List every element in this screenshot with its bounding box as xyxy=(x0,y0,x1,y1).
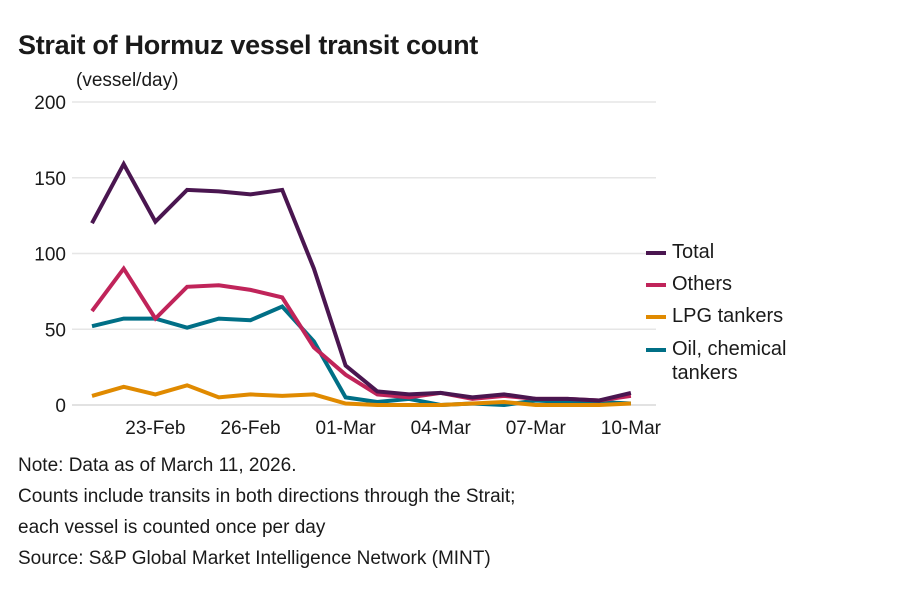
legend-item: Oil, chemical tankers xyxy=(646,337,787,385)
x-tick-label: 04-Mar xyxy=(411,418,472,439)
y-tick-label: 0 xyxy=(55,396,66,417)
x-tick-label: 07-Mar xyxy=(506,418,567,439)
legend-label: Others xyxy=(672,273,733,295)
y-tick-label: 150 xyxy=(34,169,66,190)
y-axis-label: (vessel/day) xyxy=(76,70,179,91)
legend-label: Total xyxy=(672,241,715,263)
y-tick-label: 200 xyxy=(34,93,66,114)
chart-title: Strait of Hormuz vessel transit count xyxy=(18,30,478,60)
x-tick-label: 23-Feb xyxy=(125,418,185,439)
legend-swatch xyxy=(646,348,666,352)
legend-swatch xyxy=(646,251,666,255)
legend-item: LPG tankers xyxy=(646,304,784,328)
x-tick-label: 26-Feb xyxy=(220,418,280,439)
legend-label: tankers xyxy=(672,362,738,384)
legend-swatch xyxy=(646,283,666,287)
legend-label: Oil, chemical xyxy=(672,338,787,360)
legend-swatch xyxy=(646,315,666,319)
series-line-lpg-tankers xyxy=(91,383,631,407)
x-tick-label: 01-Mar xyxy=(316,418,377,439)
x-tick-label: 10-Mar xyxy=(601,418,662,439)
legend-item: Others xyxy=(646,272,733,296)
legend-label: LPG tankers xyxy=(672,305,784,327)
source-line: Source: S&P Global Market Intelligence N… xyxy=(18,548,491,569)
notes: Note: Data as of March 11, 2026. Counts … xyxy=(18,450,515,574)
legend-item: Total xyxy=(646,240,715,264)
series-line-total xyxy=(90,159,632,403)
note-line: Counts include transits in both directio… xyxy=(18,486,516,507)
note-line: Note: Data as of March 11, 2026. xyxy=(18,455,297,476)
note-line: each vessel is counted once per day xyxy=(18,517,326,538)
y-tick-label: 100 xyxy=(34,245,66,266)
y-tick-label: 50 xyxy=(45,320,66,341)
